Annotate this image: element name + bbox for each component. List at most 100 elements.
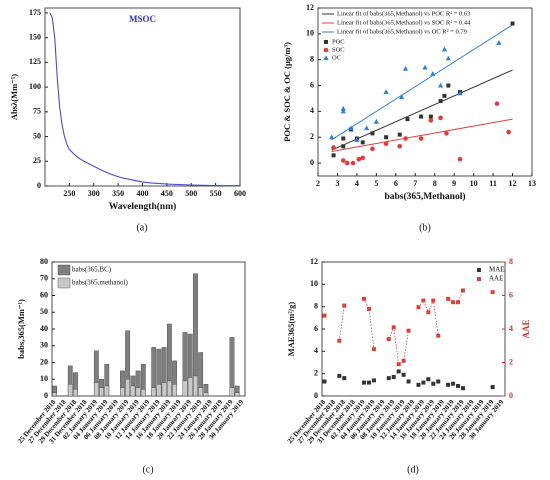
bar	[229, 387, 235, 397]
y-tick-label: 12	[306, 3, 314, 12]
marker	[490, 385, 495, 390]
y-tick-label: 0	[310, 158, 314, 167]
marker	[451, 300, 456, 305]
y-tick-label: 10	[306, 29, 314, 38]
bar	[93, 382, 99, 397]
x-tick-label: 5	[374, 179, 378, 188]
bar	[156, 384, 162, 397]
bar	[104, 385, 110, 397]
marker	[331, 145, 336, 150]
marker	[322, 379, 327, 384]
y-tick-label: 6	[310, 80, 314, 89]
y-tick-label: 0	[314, 391, 318, 400]
marker	[348, 125, 354, 131]
y-tick-label: 60	[40, 290, 48, 299]
legend-marker	[477, 268, 481, 272]
bar	[161, 382, 167, 397]
x-tick-label: 2	[316, 179, 320, 188]
marker	[496, 40, 502, 45]
marker	[342, 303, 347, 308]
y-axis-label: Absλ(Mm⁻¹)	[9, 74, 19, 120]
x-tick-label: 12	[509, 179, 517, 188]
y-tick-label: 75	[33, 107, 41, 116]
legend-label: Linear fit of babs(365,Methanol) vs OC R…	[337, 28, 467, 35]
marker	[441, 46, 448, 52]
bar	[125, 379, 131, 397]
legend-label: babs(365,methanol)	[72, 279, 128, 287]
marker	[396, 362, 401, 367]
marker	[341, 144, 346, 149]
x-tick-label: 13	[528, 179, 536, 188]
y-axis-label: POC & SOC & OC (μg/m³)	[282, 42, 292, 142]
bar	[229, 337, 235, 397]
bar	[99, 387, 104, 397]
x-tick-label: 350	[112, 189, 124, 198]
marker	[445, 55, 451, 61]
bar	[187, 377, 193, 397]
y2-tick-label: 2	[509, 357, 513, 366]
marker	[337, 338, 342, 343]
marker	[451, 381, 456, 386]
marker	[366, 306, 371, 311]
y2-tick-label: 8	[509, 257, 513, 266]
marker	[370, 146, 375, 152]
marker	[460, 288, 465, 293]
marker	[506, 129, 511, 135]
x-tick-label: 500	[185, 189, 197, 198]
x-tick-label: 600	[234, 189, 246, 198]
marker	[397, 132, 402, 137]
series-line	[49, 12, 241, 187]
fit-line	[331, 118, 513, 152]
marker	[329, 134, 335, 140]
marker	[444, 131, 449, 136]
y2-tick-label: 4	[509, 324, 513, 333]
marker	[391, 375, 396, 380]
legend-marker	[324, 40, 328, 44]
marker	[362, 380, 367, 385]
marker	[457, 156, 463, 162]
marker	[426, 377, 431, 382]
y-tick-label: 4	[310, 106, 314, 115]
bar	[198, 387, 204, 397]
marker	[403, 136, 408, 141]
marker	[419, 114, 424, 119]
marker	[384, 135, 389, 140]
bar	[234, 392, 240, 397]
x-tick-label: 8	[433, 179, 437, 188]
marker	[446, 83, 451, 88]
marker	[362, 296, 367, 301]
marker	[490, 290, 495, 295]
marker	[401, 372, 406, 377]
caption: (a)	[136, 222, 147, 233]
bar	[166, 380, 172, 397]
bar	[140, 389, 146, 397]
y-axis-label: MAE365(m²/g)	[286, 302, 296, 357]
marker	[460, 386, 465, 391]
marker	[340, 108, 346, 114]
marker	[391, 325, 396, 330]
series-line	[339, 290, 492, 364]
marker	[405, 117, 410, 122]
y-tick-label: 40	[40, 324, 48, 333]
x-tick-label: 300	[88, 189, 100, 198]
caption: (b)	[419, 222, 431, 233]
x-tick-label: 3	[335, 179, 339, 188]
marker	[371, 378, 376, 383]
marker	[421, 380, 426, 385]
legend-swatch	[57, 264, 71, 276]
x-tick-label: 400	[137, 189, 149, 198]
marker	[331, 153, 336, 158]
marker	[438, 115, 443, 121]
marker	[438, 99, 443, 104]
marker	[386, 376, 391, 381]
marker	[360, 140, 365, 145]
marker	[428, 114, 433, 119]
bar	[151, 387, 157, 397]
marker	[416, 382, 421, 387]
marker	[456, 300, 461, 305]
y-tick-label: 30	[40, 341, 48, 350]
plot-frame	[44, 7, 241, 187]
marker	[396, 369, 401, 374]
y-tick-label: 0	[44, 391, 48, 400]
x-tick-label: 250	[63, 189, 75, 198]
